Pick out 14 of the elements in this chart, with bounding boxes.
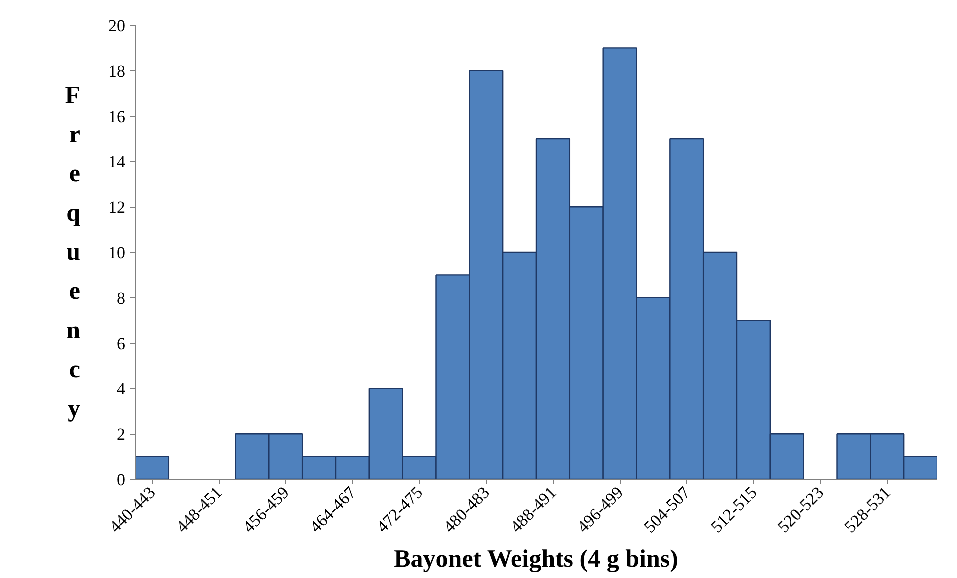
bar [136, 456, 170, 480]
x-axis-title: Bayonet Weights (4 g bins) [394, 546, 678, 574]
y-tick-label: 12 [108, 198, 126, 218]
y-tick-label: 8 [117, 288, 126, 308]
y-tick-label: 16 [108, 107, 126, 126]
y-tick-label: 10 [108, 244, 126, 262]
y-tick-label: 18 [108, 62, 126, 81]
y-tick-label: 14 [108, 152, 126, 172]
y-tick-label: 2 [117, 425, 126, 444]
y-tick-label: 20 [108, 16, 126, 36]
y-tick-label: 4 [117, 380, 126, 399]
y-tick-label: 6 [117, 334, 126, 354]
text: Frequency [65, 82, 81, 423]
y-tick-label: 0 [117, 470, 126, 490]
